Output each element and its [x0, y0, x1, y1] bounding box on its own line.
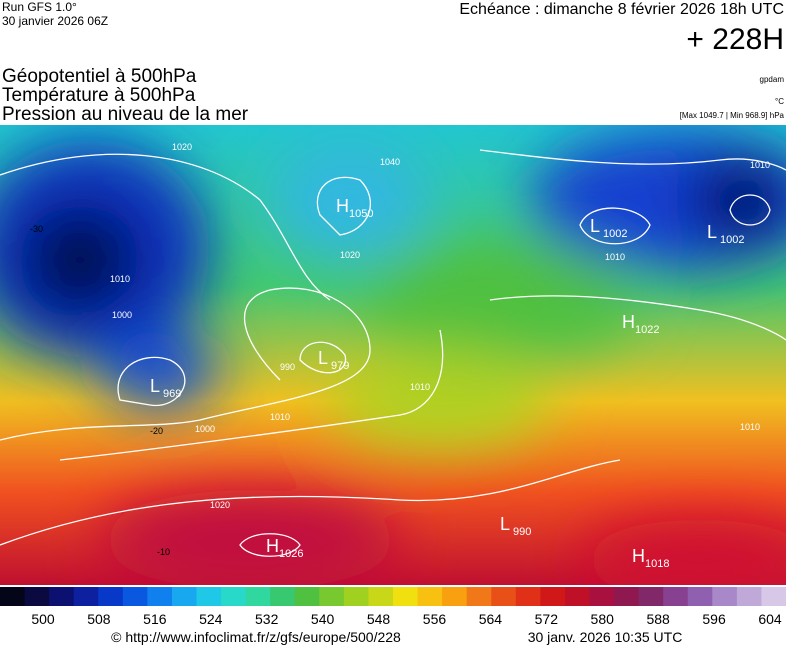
title: Pression au niveau de la mer: [2, 104, 249, 125]
colorbar-label: 516: [143, 611, 167, 627]
center-value: 1018: [645, 558, 669, 570]
isobar-label: 1010: [605, 252, 625, 262]
colorbar-swatch: [712, 587, 738, 606]
colorbar-swatch: [24, 587, 50, 606]
isobar-label: 1010: [410, 382, 430, 392]
colorbar-swatch: [171, 587, 197, 606]
unit: °C: [775, 97, 784, 106]
center-letter: L: [318, 348, 328, 368]
colorbar-swatch: [638, 587, 664, 606]
colorbar-label: 508: [87, 611, 111, 627]
colorbar-swatch: [270, 587, 296, 606]
center-value: 990: [513, 526, 531, 538]
center-value: 969: [163, 388, 181, 400]
center-value: 1002: [720, 234, 744, 246]
isobar-label: 1020: [340, 250, 360, 260]
temperature-label: -30: [30, 224, 43, 234]
colorbar-swatch: [515, 587, 541, 606]
colorbar: 500 508 516 524 532 540 548 556 564 572 580 588 596 6…: [0, 587, 786, 627]
colorbar-label: 572: [535, 611, 559, 627]
center-value: 979: [331, 360, 349, 372]
colorbar-label: 580: [591, 611, 615, 627]
colorbar-swatch: [196, 587, 222, 606]
echeance: Echéance : dimanche 8 février 2026 18h U…: [459, 1, 784, 18]
colorbar-swatch: [614, 587, 640, 606]
colorbar-label: 540: [311, 611, 335, 627]
colorbar-swatch: [736, 587, 762, 606]
footer-url: © http://www.infoclimat.fr/z/gfs/europe/…: [111, 629, 401, 645]
unit: [Max 1049.7 | Min 968.9] hPa: [680, 111, 785, 120]
isobar-label: 1010: [270, 412, 290, 422]
colorbar-swatch: [294, 587, 320, 606]
center-letter: H: [336, 196, 349, 216]
colorbar-label: 604: [758, 611, 782, 627]
temperature-label: -10: [157, 547, 170, 557]
center-value: 1026: [279, 548, 303, 560]
colorbar-swatch: [319, 587, 345, 606]
center-letter: L: [707, 222, 717, 242]
colorbar-swatch: [417, 587, 443, 606]
colorbar-swatch: [442, 587, 468, 606]
isobar-label: 1010: [110, 274, 130, 284]
isobars: [0, 149, 786, 557]
center-letter: L: [590, 216, 600, 236]
isobar-label: 1020: [172, 142, 192, 152]
temperature-label: -20: [150, 426, 163, 436]
colorbar-label: 524: [199, 611, 223, 627]
title: Température à 500hPa: [2, 85, 196, 106]
colorbar-swatch: [49, 587, 75, 606]
colorbar-label: 532: [255, 611, 279, 627]
colorbar-label: 500: [31, 611, 55, 627]
colorbar-swatch: [687, 587, 713, 606]
colorbar-swatch: [221, 587, 247, 606]
colorbar-swatch: [245, 587, 271, 606]
center-letter: H: [632, 546, 645, 566]
colorbar-label: 556: [423, 611, 447, 627]
isobar-label: 990: [280, 362, 295, 372]
colorbar-label: 596: [702, 611, 726, 627]
lead-time: + 228H: [686, 23, 784, 56]
isobar-label: 1010: [750, 160, 770, 170]
colorbar-swatch: [0, 587, 26, 606]
colorbar-swatch: [98, 587, 124, 606]
colorbar-swatch: [491, 587, 517, 606]
colorbar-swatch: [564, 587, 590, 606]
map: [0, 125, 786, 585]
center-value: 1002: [603, 228, 627, 240]
run: Run GFS 1.0°: [2, 0, 77, 14]
colorbar-swatch: [73, 587, 99, 606]
isobar-label: 1000: [195, 424, 215, 434]
colorbar-swatch: [343, 587, 369, 606]
colorbar-swatch: [589, 587, 615, 606]
colorbar-swatch: [540, 587, 566, 606]
colorbar-swatch: [466, 587, 492, 606]
center-letter: H: [622, 312, 635, 332]
colorbar-swatch: [761, 587, 786, 606]
title: Géopotentiel à 500hPa: [2, 66, 197, 87]
center-value: 1022: [635, 324, 659, 336]
isobar-label: 1040: [380, 157, 400, 167]
colorbar-swatch: [122, 587, 148, 606]
colorbar-label: 564: [479, 611, 503, 627]
colorbar-swatch: [393, 587, 419, 606]
center-letter: L: [500, 514, 510, 534]
footer-timestamp: 30 janv. 2026 10:35 UTC: [528, 629, 683, 645]
colorbar-swatch: [663, 587, 689, 606]
center-letter: L: [150, 376, 160, 396]
center-letter: H: [266, 536, 279, 556]
colorbar-swatch: [368, 587, 394, 606]
colorbar-label: 548: [367, 611, 391, 627]
colorbar-swatch: [147, 587, 173, 606]
unit: gpdam: [760, 75, 785, 84]
isobar-label: 1000: [112, 310, 132, 320]
run-date: 30 janvier 2026 06Z: [2, 14, 108, 28]
isobar-label: 1010: [740, 422, 760, 432]
colorbar-label: 588: [646, 611, 670, 627]
center-value: 1050: [349, 208, 373, 220]
isobar-label: 1020: [210, 500, 230, 510]
